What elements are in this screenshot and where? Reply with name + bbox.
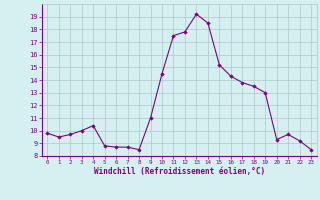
X-axis label: Windchill (Refroidissement éolien,°C): Windchill (Refroidissement éolien,°C) — [94, 167, 265, 176]
